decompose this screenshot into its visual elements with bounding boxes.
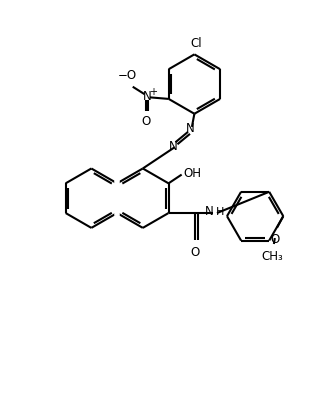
Text: O: O (271, 233, 280, 246)
Text: Cl: Cl (190, 37, 202, 50)
Text: O: O (190, 246, 200, 259)
Text: CH₃: CH₃ (261, 250, 283, 263)
Text: N: N (204, 205, 213, 218)
Text: OH: OH (184, 166, 202, 180)
Text: N: N (143, 89, 152, 103)
Text: N: N (169, 140, 178, 153)
Text: +: + (149, 87, 157, 97)
Text: O: O (141, 115, 150, 128)
Text: H: H (216, 207, 224, 217)
Text: N: N (186, 122, 195, 135)
Text: −O: −O (118, 69, 137, 82)
